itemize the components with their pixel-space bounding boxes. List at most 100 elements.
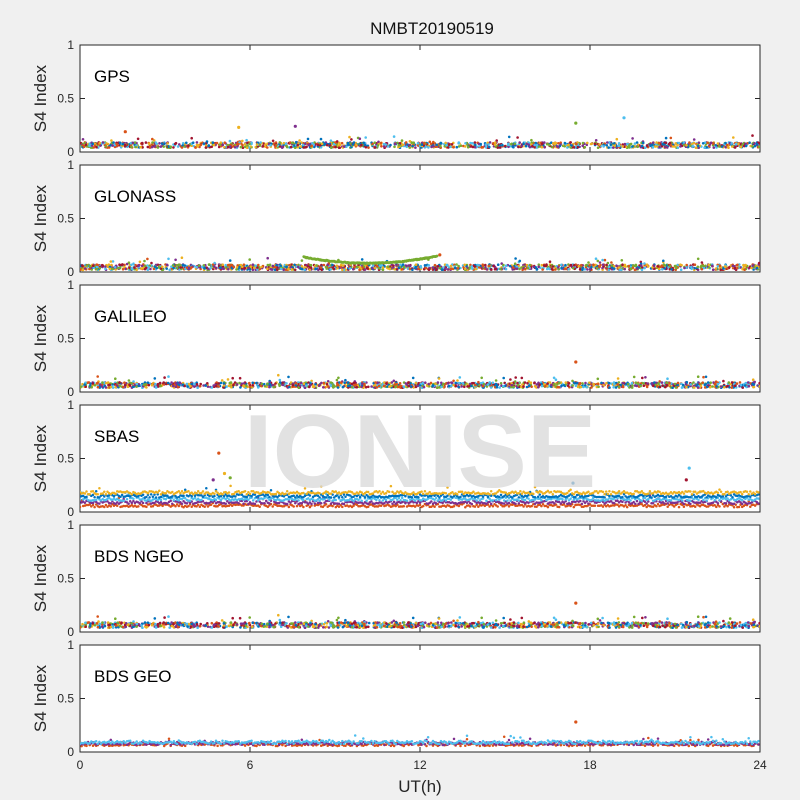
- data-point: [417, 267, 421, 271]
- data-point: [542, 264, 546, 267]
- data-point: [121, 142, 125, 146]
- data-point: [747, 384, 751, 388]
- data-point: [486, 383, 490, 386]
- data-point: [607, 141, 611, 144]
- data-point: [749, 505, 752, 509]
- data-point: [516, 136, 519, 139]
- data-point: [115, 501, 119, 504]
- data-point: [368, 267, 372, 271]
- data-point: [671, 386, 674, 390]
- data-point: [300, 381, 303, 385]
- data-point: [709, 141, 713, 145]
- data-point: [132, 262, 135, 266]
- data-point: [477, 505, 480, 508]
- data-point: [602, 384, 606, 387]
- data-point: [118, 384, 122, 388]
- data-point: [237, 502, 240, 505]
- data-point: [339, 381, 343, 384]
- data-point: [554, 378, 558, 382]
- data-point: [703, 141, 707, 144]
- data-point: [302, 143, 305, 147]
- data-point: [607, 265, 611, 269]
- data-point: [427, 268, 431, 272]
- data-point: [83, 267, 87, 270]
- data-point: [137, 505, 140, 508]
- data-point: [715, 505, 718, 509]
- data-point: [140, 264, 144, 268]
- data-point: [93, 505, 96, 509]
- data-point: [329, 384, 333, 388]
- data-point: [612, 146, 615, 149]
- data-point: [633, 142, 637, 145]
- data-point: [83, 501, 87, 504]
- data-point: [706, 381, 710, 384]
- data-point: [161, 265, 164, 269]
- data-point: [692, 138, 696, 141]
- data-point: [103, 505, 106, 509]
- data-point: [350, 382, 354, 386]
- data-point: [321, 505, 325, 509]
- data-point: [512, 385, 515, 389]
- data-point: [474, 383, 477, 387]
- data-point: [399, 263, 402, 267]
- data-point: [449, 267, 453, 271]
- data-point: [284, 142, 288, 145]
- data-point: [104, 386, 108, 389]
- data-point: [181, 142, 185, 145]
- data-point: [159, 500, 163, 504]
- data-point: [420, 143, 424, 146]
- data-point: [313, 141, 316, 144]
- data-point: [105, 381, 108, 385]
- data-point: [663, 267, 667, 270]
- data-point: [127, 502, 130, 505]
- data-point: [208, 263, 211, 266]
- data-point: [668, 268, 672, 271]
- data-point: [146, 381, 150, 385]
- data-point: [329, 268, 332, 271]
- data-point: [700, 264, 703, 268]
- data-point: [556, 385, 559, 389]
- data-point: [522, 142, 525, 146]
- data-point: [85, 264, 89, 267]
- data-point: [635, 141, 639, 144]
- data-point: [411, 376, 415, 380]
- data-points: [80, 253, 760, 272]
- data-point: [624, 504, 627, 507]
- y-tick-label: 1: [67, 398, 74, 412]
- data-point: [617, 505, 621, 508]
- data-point: [612, 264, 616, 268]
- data-point: [141, 501, 145, 505]
- data-point: [257, 263, 260, 267]
- data-point: [233, 381, 237, 384]
- data-point: [438, 266, 442, 270]
- data-point: [753, 265, 756, 269]
- data-point: [584, 264, 588, 267]
- data-point: [562, 384, 566, 387]
- data-point: [514, 257, 517, 260]
- data-point: [645, 144, 649, 148]
- data-point: [334, 145, 337, 149]
- data-point: [336, 266, 340, 270]
- data-point: [543, 146, 546, 149]
- data-point: [564, 381, 568, 384]
- data-point: [616, 503, 619, 506]
- data-point: [601, 505, 605, 508]
- data-point: [175, 503, 179, 506]
- data-point: [165, 267, 168, 270]
- data-point: [751, 134, 754, 137]
- data-point: [727, 381, 731, 384]
- data-point: [447, 146, 450, 149]
- y-tick-label: 0: [67, 265, 74, 279]
- data-point: [241, 143, 244, 147]
- data-point: [352, 504, 355, 508]
- data-point: [304, 384, 308, 387]
- data-point: [121, 385, 125, 389]
- data-point: [298, 139, 301, 142]
- data-point: [640, 144, 644, 148]
- data-point: [572, 146, 576, 149]
- data-point: [658, 145, 661, 149]
- y-tick-label: 0.5: [57, 332, 74, 346]
- data-point: [278, 378, 282, 382]
- data-point: [496, 263, 500, 267]
- data-point: [227, 267, 230, 271]
